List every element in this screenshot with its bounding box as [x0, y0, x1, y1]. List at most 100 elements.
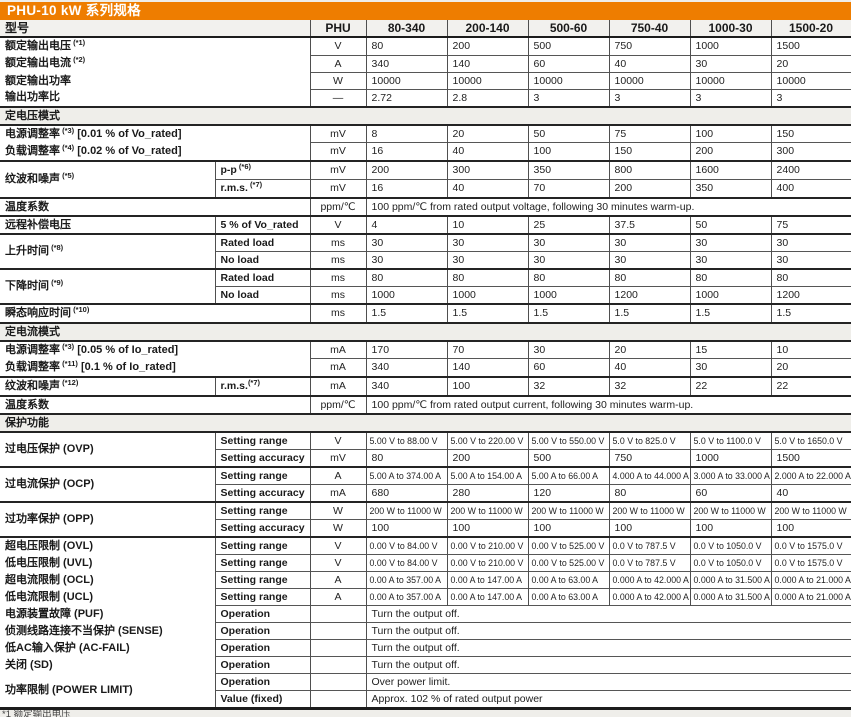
value-cell: 0.00 V to 525.00 V — [527, 535, 610, 554]
value-cell: 15 — [689, 340, 772, 359]
row-sub-label: Rated load — [214, 232, 311, 251]
unit-cell: ms — [309, 302, 367, 323]
value-cell: 80 — [608, 483, 691, 502]
value-cell: 30 — [446, 250, 529, 269]
value-cell: 100 — [446, 518, 529, 537]
row-sub-label: Operation — [214, 621, 311, 639]
value-cell: 32 — [608, 375, 691, 396]
row-label: 超电流限制 (OCL) — [0, 571, 215, 588]
spanning-value-cell: Over power limit. — [365, 672, 851, 690]
value-cell: 0.000 A to 31.500 A — [689, 587, 772, 605]
value-cell: 10000 — [608, 71, 691, 89]
value-cell: 400 — [770, 178, 851, 198]
value-cell: 100 — [608, 518, 691, 537]
value-cell: 100 — [365, 518, 448, 537]
value-cell: 100 — [527, 518, 610, 537]
row-label: 额定输出电压 (*1) — [0, 37, 311, 55]
row-sub-label: Value (fixed) — [214, 689, 311, 708]
value-cell: 100 — [770, 518, 851, 537]
unit-cell: ppm/℃ — [309, 196, 367, 216]
row-label: 电源调整率 (*3) [0.05 % of Io_rated] — [0, 340, 311, 359]
value-cell: 4.000 A to 44.000 A — [608, 465, 691, 484]
value-cell: 80 — [689, 267, 772, 286]
unit-cell: mA — [309, 375, 367, 396]
spec-row: r.m.s. (*7) mV 16 40 70 200 350 400 — [0, 178, 851, 198]
row-label: 温度系数 — [0, 196, 311, 216]
unit-cell: ms — [309, 250, 367, 269]
row-label: 电源调整率 (*3) [0.01 % of Vo_rated] — [0, 124, 311, 143]
value-cell: 0.00 V to 210.00 V — [446, 553, 529, 571]
value-cell: 25 — [527, 214, 610, 234]
row-label: 侦测线路连接不当保护 (SENSE) — [0, 622, 215, 639]
footnote-marker: (*7) — [247, 179, 263, 189]
value-cell: 680 — [365, 483, 448, 502]
row-sub-label: Setting range — [214, 553, 311, 571]
value-cell: 75 — [770, 214, 851, 234]
value-cell: 300 — [770, 142, 851, 161]
unit-cell: A — [309, 570, 367, 588]
value-cell: 2.000 A to 22.000 A — [770, 465, 851, 484]
value-cell: 0.00 A to 147.00 A — [446, 587, 529, 605]
value-cell: 80 — [365, 448, 448, 467]
spec-row: 关闭 (SD) Operation Turn the output off. — [0, 655, 851, 673]
value-cell: 10 — [770, 340, 851, 359]
footnote-marker: (*2) — [71, 55, 86, 64]
spec-row: 过电压保护 (OVP) Setting range V 5.00 V to 88.00… — [0, 431, 851, 467]
value-cell: 100 — [446, 375, 529, 396]
title-bar: PHU-10 kW 系列规格 — [0, 2, 851, 20]
value-cell: 140 — [446, 54, 529, 72]
value-cell: 100 — [527, 142, 610, 161]
spec-row: 输出功率比 —2.72 2.8 3 3 3 3 — [0, 88, 851, 107]
value-cell: 30 — [770, 232, 851, 251]
value-cell: 100 — [689, 124, 772, 143]
value-cell: 80 — [446, 267, 529, 286]
value-cell: 5.00 V to 550.00 V — [527, 431, 610, 449]
value-cell: 1.5 — [608, 302, 691, 323]
row-sub-label: Setting accuracy — [214, 448, 311, 467]
value-cell: 1000 — [446, 285, 529, 304]
row-label: 瞬态响应时间 (*10) — [0, 302, 311, 323]
unit-cell — [309, 689, 367, 708]
value-cell: 340 — [365, 358, 448, 377]
spec-row: 负载调整率 (*4) [0.02 % of Vo_rated] mV 16 40 100… — [0, 142, 851, 161]
unit-cell: W — [309, 71, 367, 89]
footnote-marker: (*6) — [236, 161, 251, 171]
section-row: 定电流模式 — [0, 321, 851, 342]
value-cell: 60 — [527, 54, 610, 72]
value-cell: 200 W to 11000 W — [365, 500, 448, 519]
value-cell: 1500 — [770, 36, 851, 55]
value-cell: 5.0 V to 1100.0 V — [689, 431, 772, 449]
row-label: 温度系数 — [0, 394, 311, 414]
value-cell: 40 — [446, 178, 529, 198]
value-cell: 350 — [527, 159, 610, 179]
footnote-marker: (*5) — [60, 170, 75, 180]
row-sub-label: Setting range — [214, 431, 311, 449]
unit-cell: V — [309, 36, 367, 55]
model-header-1500-20: 1500-20 — [770, 20, 851, 38]
spec-row: 下降时间 (*9) Rated load ms 80 80 80 80 80 80 — [0, 267, 851, 304]
unit-cell: mV — [309, 159, 367, 179]
unit-cell: mV — [309, 142, 367, 161]
value-cell: 1.5 — [770, 302, 851, 323]
row-label: 关闭 (SD) — [0, 656, 215, 673]
spec-row: 上升时间 (*8) Rated load ms 30 30 30 30 30 30 — [0, 232, 851, 269]
row-label: 纹波和噪声 (*12) — [0, 375, 215, 396]
spec-row: 功率限制 (POWER LIMIT) Operation Over power li… — [0, 672, 851, 708]
value-cell: 3 — [608, 88, 691, 107]
value-cell: 0.000 A to 21.000 A — [770, 570, 851, 588]
value-cell: 200 — [689, 142, 772, 161]
spec-row: Setting accuracy mA 680 280 120 80 60 40 — [0, 483, 851, 502]
unit-cell: A — [309, 587, 367, 605]
value-cell: 2.72 — [365, 88, 448, 107]
value-cell: 30 — [527, 340, 610, 359]
unit-cell: — — [309, 88, 367, 107]
spec-row: 过电流保护 (OCP) Setting range A 5.00 A to 374.0… — [0, 465, 851, 502]
spec-row: 负载调整率 (*11) [0.1 % of Io_rated] mA 340 140 6… — [0, 358, 851, 377]
value-cell: 0.000 A to 42.000 A — [608, 570, 691, 588]
row-label: 输出功率比 — [0, 89, 311, 107]
section-row: 保护功能 — [0, 412, 851, 433]
value-cell: 70 — [446, 340, 529, 359]
unit-cell: mA — [309, 340, 367, 359]
row-label: 低电流限制 (UCL) — [0, 588, 215, 605]
unit-cell: ms — [309, 267, 367, 286]
